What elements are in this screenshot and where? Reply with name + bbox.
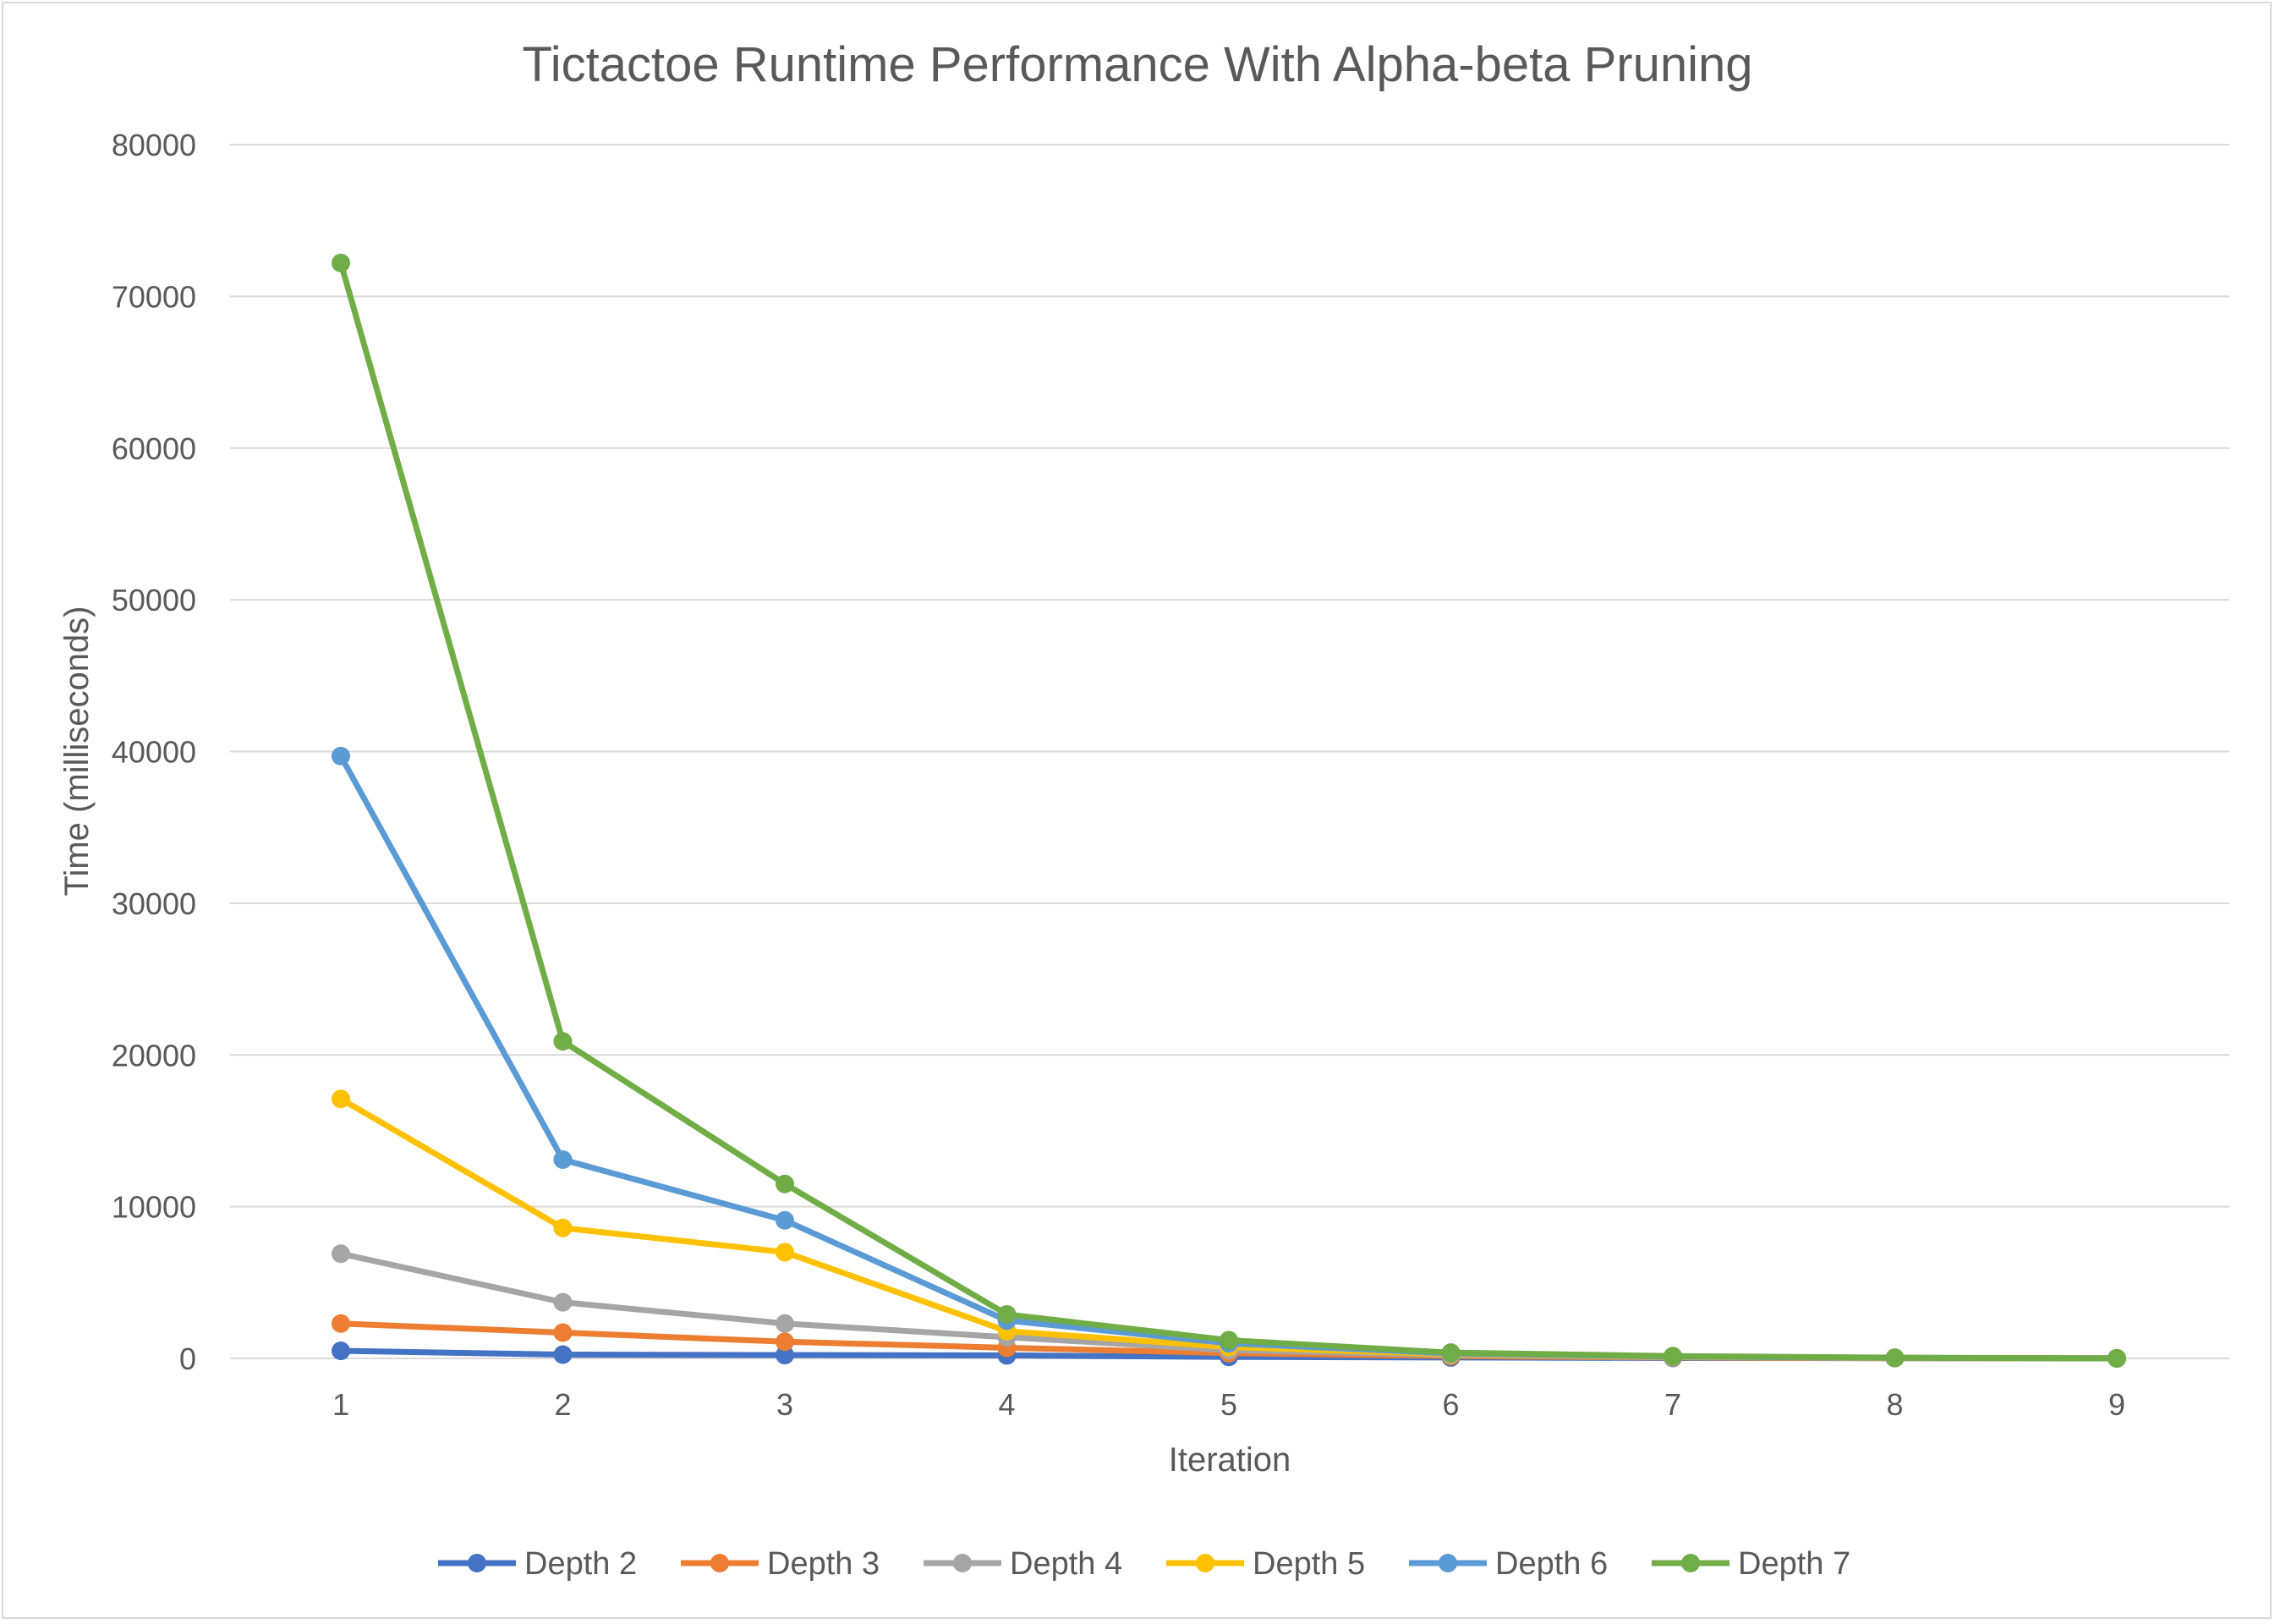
x-tick-label: 5 bbox=[1220, 1387, 1237, 1422]
y-axis-title: Time (milliseconds) bbox=[58, 606, 96, 896]
legend-label: Depth 7 bbox=[1738, 1546, 1850, 1582]
data-point bbox=[776, 1332, 794, 1352]
x-tick-label: 2 bbox=[554, 1387, 571, 1422]
series-line bbox=[337, 260, 2120, 1362]
legend-item: Depth 6 bbox=[1409, 1546, 1608, 1582]
data-point bbox=[1441, 1343, 1461, 1363]
y-tick-label: 40000 bbox=[112, 735, 196, 770]
legend-marker bbox=[468, 1554, 486, 1572]
y-tick-label: 30000 bbox=[112, 886, 196, 921]
data-point bbox=[1885, 1348, 1905, 1368]
data-point bbox=[776, 1346, 794, 1365]
legend-label: Depth 3 bbox=[767, 1546, 880, 1582]
legend-marker bbox=[1439, 1554, 1457, 1572]
data-point bbox=[332, 746, 350, 765]
series-depth-5 bbox=[332, 1089, 2126, 1368]
chart-title: Tictactoe Runtime Performance With Alpha… bbox=[523, 37, 1753, 92]
legend-item: Depth 2 bbox=[438, 1546, 637, 1582]
legend-label: Depth 2 bbox=[524, 1546, 637, 1582]
y-tick-label: 20000 bbox=[112, 1038, 196, 1073]
data-point bbox=[776, 1243, 794, 1262]
data-point bbox=[553, 1292, 573, 1312]
y-tick-label: 10000 bbox=[112, 1190, 196, 1225]
x-axis-title: Iteration bbox=[1169, 1441, 1291, 1479]
legend-item: Depth 7 bbox=[1652, 1546, 1850, 1582]
series-line bbox=[337, 753, 2120, 1362]
data-point bbox=[1220, 1330, 1238, 1350]
legend-marker bbox=[953, 1554, 972, 1572]
legend-marker bbox=[710, 1554, 729, 1572]
data-point bbox=[776, 1314, 794, 1333]
data-point bbox=[553, 1218, 573, 1237]
y-tick-label: 70000 bbox=[112, 279, 196, 314]
data-point bbox=[1664, 1347, 1682, 1366]
data-point bbox=[2108, 1348, 2126, 1368]
legend-label: Depth 5 bbox=[1253, 1546, 1365, 1582]
x-tick-label: 1 bbox=[332, 1387, 349, 1422]
data-point bbox=[553, 1345, 573, 1364]
x-tick-label: 8 bbox=[1886, 1387, 1903, 1422]
legend-item: Depth 4 bbox=[924, 1546, 1122, 1582]
legend-marker bbox=[1681, 1554, 1700, 1572]
legend-label: Depth 6 bbox=[1495, 1546, 1608, 1582]
data-point bbox=[332, 1314, 350, 1333]
legend-marker bbox=[1196, 1554, 1214, 1572]
x-tick-label: 3 bbox=[776, 1387, 793, 1422]
legend-label: Depth 4 bbox=[1010, 1546, 1122, 1582]
y-tick-label: 0 bbox=[179, 1341, 196, 1376]
data-point bbox=[553, 1150, 573, 1170]
legend: Depth 2 Depth 3 Depth 4 Depth 5 Depth 6 Depth… bbox=[438, 1546, 1850, 1582]
data-point bbox=[332, 1089, 350, 1109]
data-point bbox=[997, 1304, 1017, 1324]
gridlines bbox=[230, 144, 2229, 1359]
series-line bbox=[337, 1095, 2120, 1362]
series-depth-6 bbox=[332, 746, 2126, 1368]
x-tick-label: 6 bbox=[1442, 1387, 1459, 1422]
y-tick-label: 80000 bbox=[112, 128, 196, 162]
y-axis-ticks: 0 10000 20000 30000 40000 50000 60000 70000 8000… bbox=[112, 128, 196, 1376]
legend-item: Depth 3 bbox=[681, 1546, 880, 1582]
x-tick-label: 7 bbox=[1664, 1387, 1681, 1422]
data-point bbox=[553, 1323, 573, 1342]
data-point bbox=[332, 1341, 350, 1361]
y-tick-label: 50000 bbox=[112, 583, 196, 617]
data-point bbox=[553, 1032, 573, 1051]
data-point bbox=[332, 1244, 350, 1264]
data-point bbox=[776, 1210, 794, 1230]
x-tick-label: 9 bbox=[2108, 1387, 2125, 1422]
series-depth-7 bbox=[332, 253, 2126, 1368]
x-axis-ticks: 1 2 3 4 5 6 7 8 9 bbox=[332, 1387, 2125, 1422]
data-point bbox=[332, 253, 350, 272]
data-point bbox=[776, 1174, 794, 1193]
x-tick-label: 4 bbox=[998, 1387, 1015, 1422]
legend-item: Depth 5 bbox=[1166, 1546, 1365, 1582]
series-lines bbox=[332, 253, 2126, 1368]
y-tick-label: 60000 bbox=[112, 431, 196, 466]
